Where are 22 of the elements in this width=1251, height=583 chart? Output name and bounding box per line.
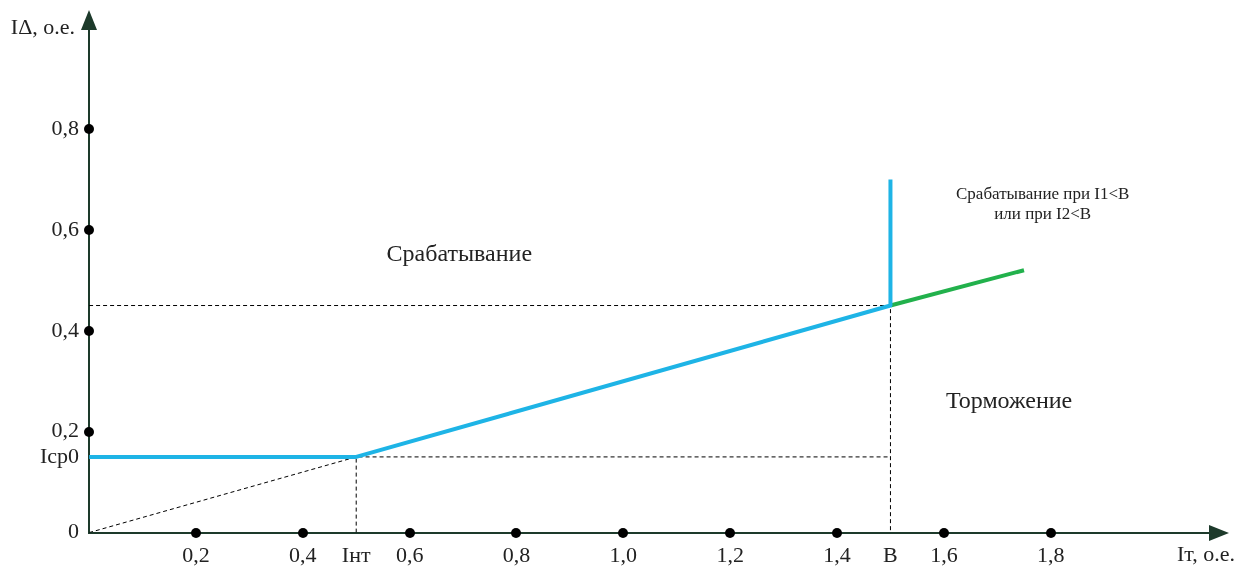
x-tick-label: Iнт (341, 541, 371, 567)
x-tick-label: 0,4 (289, 541, 317, 567)
x-tick-label: 0,8 (502, 541, 531, 567)
y-tick-label: 0,2 (51, 417, 80, 443)
y-tick-label: 0,8 (51, 114, 80, 140)
y-tick-label: 0 (68, 518, 80, 544)
annotation: Срабатывание при I1<B или при I2<B (956, 183, 1130, 224)
x-tick-label: 1,0 (609, 541, 638, 567)
x-tick-label: B (883, 541, 898, 567)
annotation: Торможение (945, 386, 1073, 413)
x-tick-label: 0,6 (395, 541, 424, 567)
x-tick-label: 1,4 (823, 541, 851, 567)
y-axis-title: IΔ, о.е. (10, 13, 76, 39)
x-tick-label: 1,6 (930, 541, 958, 567)
x-tick-label: 0,2 (182, 541, 210, 567)
annotation: Срабатывание (386, 240, 533, 267)
y-tick-label: Iср0 (40, 442, 80, 468)
x-tick-label: 1,2 (716, 541, 744, 567)
x-axis-title: Iт, о.е. (1176, 541, 1235, 567)
x-tick-label: 1,8 (1036, 541, 1065, 567)
y-tick-label: 0,4 (51, 316, 80, 342)
y-tick-label: 0,6 (51, 215, 80, 241)
